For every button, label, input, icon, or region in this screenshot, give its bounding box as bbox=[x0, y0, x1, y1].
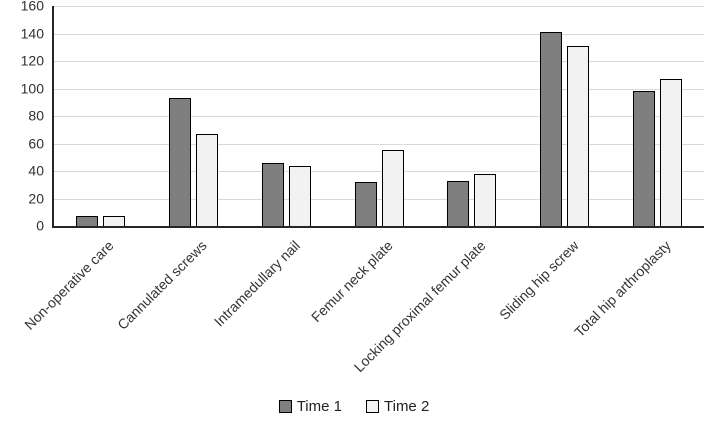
plot-area bbox=[52, 6, 704, 228]
legend-item-time-1: Time 1 bbox=[278, 397, 342, 415]
category-label-sliding-hip-screw: Sliding hip screw bbox=[495, 237, 582, 323]
legend-item-time-2: Time 2 bbox=[366, 398, 429, 415]
legend-label-time-1: Time 1 bbox=[296, 397, 342, 415]
legend-swatch-time-2 bbox=[366, 399, 379, 413]
bar-time-1-sliding-hip-screw bbox=[540, 32, 563, 226]
bar-time-1-cannulated-screws bbox=[168, 98, 191, 226]
bar-time-1-locking-proximal-femur-plate bbox=[447, 180, 470, 226]
gridline-40 bbox=[54, 171, 704, 172]
bar-time-2-non-operative-care bbox=[102, 216, 125, 226]
y-tick-label-0: 0 bbox=[36, 217, 44, 234]
bar-time-2-femur-neck-plate bbox=[381, 150, 404, 226]
gridline-120 bbox=[54, 61, 704, 62]
bar-time-2-sliding-hip-screw bbox=[567, 45, 590, 226]
bar-time-2-total-hip-arthroplasty bbox=[660, 78, 683, 226]
y-tick-label-140: 140 bbox=[20, 25, 44, 42]
bar-time-1-non-operative-care bbox=[75, 216, 98, 226]
bar-time-1-intramedullary-nail bbox=[261, 162, 284, 226]
legend-label-time-2: Time 2 bbox=[384, 397, 430, 415]
legend: Time 1 Time 2 bbox=[0, 396, 708, 416]
bar-time-2-cannulated-screws bbox=[195, 133, 218, 226]
y-tick-label-120: 120 bbox=[20, 52, 44, 69]
gridline-160 bbox=[54, 6, 704, 7]
category-label-intramedullary-nail: Intramedullary nail bbox=[210, 237, 303, 330]
bar-time-1-total-hip-arthroplasty bbox=[633, 91, 656, 226]
bar-time-1-femur-neck-plate bbox=[354, 182, 377, 226]
bar-time-2-locking-proximal-femur-plate bbox=[474, 173, 497, 226]
bar-time-2-intramedullary-nail bbox=[288, 165, 311, 226]
gridline-140 bbox=[54, 33, 704, 35]
y-tick-label-40: 40 bbox=[28, 162, 44, 179]
y-tick-label-60: 60 bbox=[28, 135, 44, 152]
category-label-non-operative-care: Non-operative care bbox=[21, 237, 118, 333]
y-tick-label-20: 20 bbox=[28, 190, 44, 207]
category-label-total-hip-arthroplasty: Total hip arthroplasty bbox=[571, 237, 675, 340]
gridline-100 bbox=[54, 88, 704, 90]
gridline-20 bbox=[54, 198, 704, 200]
category-label-femur-neck-plate: Femur neck plate bbox=[307, 237, 396, 326]
y-tick-label-160: 160 bbox=[20, 0, 44, 14]
y-tick-label-80: 80 bbox=[28, 107, 44, 124]
category-label-cannulated-screws: Cannulated screws bbox=[114, 237, 210, 333]
gridline-80 bbox=[54, 116, 704, 117]
gridline-60 bbox=[54, 143, 704, 145]
y-tick-label-100: 100 bbox=[20, 80, 44, 97]
legend-swatch-time-1 bbox=[278, 399, 292, 413]
